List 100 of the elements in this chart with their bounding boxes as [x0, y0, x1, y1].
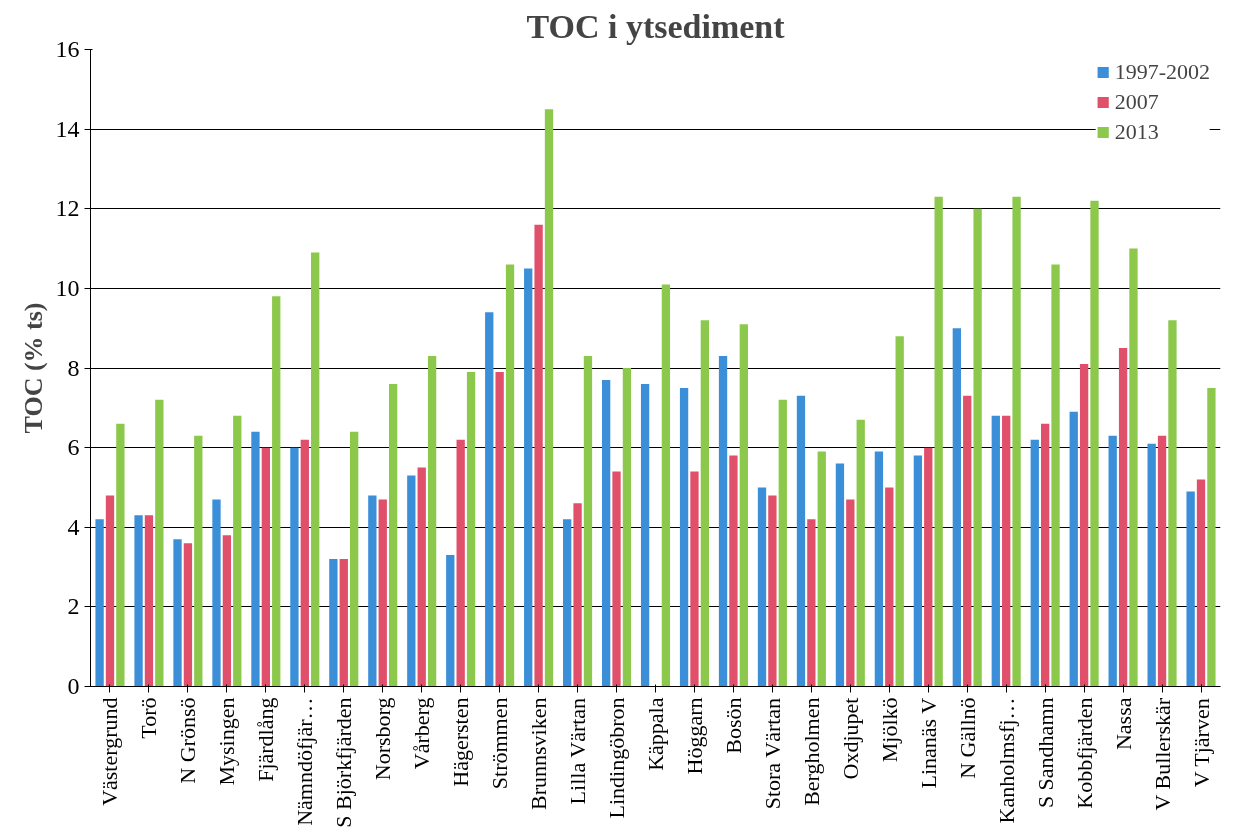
bar — [757, 487, 767, 687]
bar — [194, 435, 203, 687]
legend-label: 2007 — [1114, 89, 1159, 115]
x-tick-label: Brunnsviken — [526, 697, 552, 810]
x-tick-label: Linanäs V — [915, 697, 941, 789]
x-tick-label: V Bullerskär — [1149, 697, 1175, 811]
bar — [144, 515, 154, 687]
y-tick-label: 10 — [55, 274, 80, 301]
bar — [505, 264, 515, 687]
bar — [1196, 479, 1206, 687]
x-tick-label: N Grönsö — [175, 697, 201, 784]
bar — [846, 499, 855, 687]
x-tick-label: Mjölkö — [876, 697, 902, 763]
bar — [466, 371, 476, 687]
bar — [895, 336, 904, 687]
x-tick-label: Norsborg — [370, 697, 396, 781]
bar — [835, 463, 845, 687]
x-tick-label: Kobbfjärden — [1071, 697, 1097, 809]
bar — [155, 399, 164, 687]
bar — [233, 415, 242, 687]
bar — [640, 383, 650, 687]
bar — [913, 455, 923, 687]
y-tick-label: 12 — [55, 195, 80, 222]
bar — [1090, 200, 1099, 687]
legend-label: 1997-2002 — [1114, 59, 1210, 85]
y-tick-label: 0 — [67, 673, 80, 699]
x-tick-label: N Gällnö — [954, 697, 980, 779]
bar — [407, 475, 416, 687]
x-tick-label: Oxdjupet — [837, 697, 863, 780]
bar — [1041, 423, 1050, 687]
bar — [173, 539, 182, 687]
bar — [739, 324, 748, 687]
bar — [1079, 364, 1089, 687]
x-tick-label: Torö — [136, 697, 162, 739]
bar — [729, 455, 738, 687]
x-tick-label: S Björkfjärden — [331, 697, 357, 828]
bar — [1186, 491, 1195, 687]
bar — [1168, 320, 1177, 687]
bar — [290, 447, 299, 687]
bar — [924, 447, 933, 687]
x-tick-label: Kanholmsfj… — [993, 697, 1019, 824]
bar — [807, 519, 816, 687]
bar — [378, 499, 387, 687]
y-tick-label: 14 — [55, 115, 80, 142]
bar — [661, 284, 671, 687]
y-tick-label: 4 — [67, 513, 80, 540]
y-tick-label: 16 — [55, 36, 80, 62]
x-tick-label: V Tjärven — [1188, 698, 1214, 788]
bar — [778, 399, 787, 687]
x-tick-label: Fjärdlång — [253, 697, 279, 782]
bar — [1157, 435, 1167, 687]
bar — [622, 368, 632, 687]
bar — [212, 499, 221, 687]
bar — [563, 519, 572, 687]
bar — [718, 356, 728, 687]
x-tick-label: Bergholmen — [798, 697, 824, 806]
bar — [583, 356, 593, 687]
bar — [427, 356, 437, 687]
bar — [679, 387, 689, 687]
bar — [817, 451, 826, 687]
bar — [134, 515, 143, 687]
bar — [1002, 415, 1011, 687]
y-tick-label: 6 — [67, 434, 80, 461]
x-tick-label: Nämndöfjär… — [292, 697, 318, 826]
bar — [544, 109, 554, 687]
bar — [456, 439, 465, 687]
bar — [573, 503, 582, 687]
bar — [251, 431, 260, 687]
bar — [495, 371, 504, 687]
bar — [973, 208, 982, 687]
x-tick-label: Hägersten — [448, 697, 474, 787]
bar — [339, 559, 348, 687]
legend-label: 2013 — [1114, 119, 1159, 145]
bar — [1129, 248, 1138, 687]
bar — [856, 419, 865, 687]
y-axis-title: TOC (% ts) — [18, 302, 48, 434]
x-tick-label: Strömmen — [487, 697, 513, 790]
bar — [350, 431, 359, 687]
bar — [991, 415, 1000, 687]
bar — [446, 555, 455, 687]
bar — [1051, 264, 1060, 687]
bar — [612, 471, 621, 687]
y-tick-label: 8 — [67, 354, 80, 381]
bar — [700, 320, 710, 687]
x-tick-label: Stora Värtan — [759, 697, 785, 810]
x-tick-label: Käppala — [643, 697, 668, 771]
bar — [417, 467, 426, 687]
bar — [1012, 196, 1021, 687]
bar — [222, 535, 232, 687]
bar — [272, 296, 281, 687]
bar — [796, 395, 806, 687]
bar — [1108, 435, 1117, 687]
bar — [388, 383, 398, 687]
bar — [261, 447, 270, 687]
bar — [885, 487, 894, 687]
bar — [934, 196, 943, 687]
x-tick-label: Västergrund — [97, 697, 123, 806]
x-tick-label: Lilla Värtan — [565, 697, 591, 805]
bar — [329, 559, 338, 687]
bar — [1030, 439, 1039, 687]
